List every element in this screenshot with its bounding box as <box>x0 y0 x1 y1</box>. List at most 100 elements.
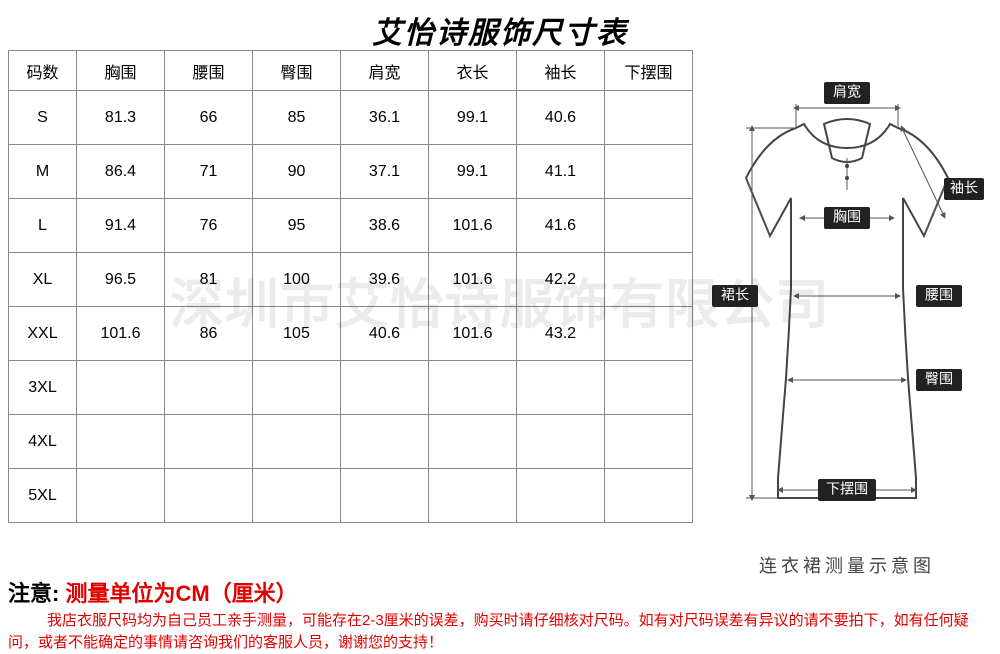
label-sleeve: 袖长 <box>950 180 978 196</box>
table-cell <box>77 415 165 469</box>
table-cell: 37.1 <box>341 145 429 199</box>
notice-heading: 注意: 测量单位为CM（厘米） <box>8 576 992 608</box>
table-cell <box>253 469 341 523</box>
table-cell <box>605 199 693 253</box>
table-cell <box>429 361 517 415</box>
table-cell: 81.3 <box>77 91 165 145</box>
table-cell: 99.1 <box>429 145 517 199</box>
table-cell: XL <box>9 253 77 307</box>
table-cell: 76 <box>165 199 253 253</box>
notice-label: 注意 <box>8 581 52 606</box>
table-cell <box>517 415 605 469</box>
table-cell: 81 <box>165 253 253 307</box>
table-cell: 101.6 <box>429 199 517 253</box>
table-cell <box>77 361 165 415</box>
size-table: 码数 胸围 腰围 臀围 肩宽 衣长 袖长 下摆围 S81.3668536.199… <box>8 50 693 523</box>
table-cell: 90 <box>253 145 341 199</box>
table-cell <box>605 91 693 145</box>
table-cell <box>341 361 429 415</box>
table-cell: 101.6 <box>429 307 517 361</box>
table-cell <box>517 361 605 415</box>
table-cell <box>429 469 517 523</box>
notice-body: 我店衣服尺码均为自己员工亲手测量，可能存在2-3厘米的误差，购买时请仔细核对尺码… <box>8 610 992 654</box>
label-hip: 臀围 <box>925 371 953 387</box>
table-row: 3XL <box>9 361 693 415</box>
table-cell: 43.2 <box>517 307 605 361</box>
table-cell: 101.6 <box>77 307 165 361</box>
table-cell <box>77 469 165 523</box>
notice-unit: 测量单位为CM（厘米） <box>65 581 297 606</box>
size-table-container: 码数 胸围 腰围 臀围 肩宽 衣长 袖长 下摆围 S81.3668536.199… <box>8 50 692 523</box>
table-row: 4XL <box>9 415 693 469</box>
table-row: L91.4769538.6101.641.6 <box>9 199 693 253</box>
table-row: XL96.58110039.6101.642.2 <box>9 253 693 307</box>
table-cell <box>605 307 693 361</box>
table-cell: 5XL <box>9 469 77 523</box>
table-cell: 66 <box>165 91 253 145</box>
table-cell <box>605 145 693 199</box>
notice-colon: : <box>52 581 65 606</box>
col-header: 衣长 <box>429 51 517 91</box>
measurement-diagram: 肩宽 袖长 胸围 腰围 臀围 下摆围 裙长 连衣裙测量示意图 <box>706 58 988 578</box>
table-cell: 85 <box>253 91 341 145</box>
col-header: 码数 <box>9 51 77 91</box>
table-cell: M <box>9 145 77 199</box>
table-cell <box>165 469 253 523</box>
table-row: 5XL <box>9 469 693 523</box>
table-cell: 86 <box>165 307 253 361</box>
table-cell: 86.4 <box>77 145 165 199</box>
table-cell: 40.6 <box>341 307 429 361</box>
col-header: 臀围 <box>253 51 341 91</box>
table-cell <box>341 415 429 469</box>
table-cell: 38.6 <box>341 199 429 253</box>
col-header: 下摆围 <box>605 51 693 91</box>
label-shoulder: 肩宽 <box>833 84 861 100</box>
col-header: 腰围 <box>165 51 253 91</box>
table-cell: 41.1 <box>517 145 605 199</box>
table-cell: 96.5 <box>77 253 165 307</box>
table-header-row: 码数 胸围 腰围 臀围 肩宽 衣长 袖长 下摆围 <box>9 51 693 91</box>
page-title: 艾怡诗服饰尺寸表 <box>0 8 1000 52</box>
table-cell: 3XL <box>9 361 77 415</box>
table-row: XXL101.68610540.6101.643.2 <box>9 307 693 361</box>
table-cell: 41.6 <box>517 199 605 253</box>
label-bust: 胸围 <box>833 209 861 225</box>
table-cell: L <box>9 199 77 253</box>
label-waist: 腰围 <box>925 287 953 303</box>
table-cell: 40.6 <box>517 91 605 145</box>
table-cell: XXL <box>9 307 77 361</box>
table-cell <box>253 361 341 415</box>
label-hem: 下摆围 <box>826 481 868 497</box>
table-cell <box>605 469 693 523</box>
diagram-caption: 连衣裙测量示意图 <box>706 552 988 578</box>
table-cell <box>165 415 253 469</box>
table-row: S81.3668536.199.140.6 <box>9 91 693 145</box>
table-cell: 36.1 <box>341 91 429 145</box>
table-cell: 39.6 <box>341 253 429 307</box>
table-cell <box>341 469 429 523</box>
table-cell: 42.2 <box>517 253 605 307</box>
table-cell <box>165 361 253 415</box>
table-row: M86.4719037.199.141.1 <box>9 145 693 199</box>
table-cell: 100 <box>253 253 341 307</box>
table-cell <box>605 361 693 415</box>
table-cell: 101.6 <box>429 253 517 307</box>
col-header: 袖长 <box>517 51 605 91</box>
table-cell <box>605 253 693 307</box>
table-cell: 71 <box>165 145 253 199</box>
table-cell <box>253 415 341 469</box>
col-header: 胸围 <box>77 51 165 91</box>
table-cell: 4XL <box>9 415 77 469</box>
table-cell: 91.4 <box>77 199 165 253</box>
notice-block: 注意: 测量单位为CM（厘米） 我店衣服尺码均为自己员工亲手测量，可能存在2-3… <box>8 576 992 654</box>
table-cell <box>429 415 517 469</box>
table-cell <box>517 469 605 523</box>
garment-diagram-svg: 肩宽 袖长 胸围 腰围 臀围 下摆围 裙长 <box>706 58 988 542</box>
table-cell: 95 <box>253 199 341 253</box>
label-length: 裙长 <box>721 287 749 303</box>
table-cell: 105 <box>253 307 341 361</box>
table-cell: 99.1 <box>429 91 517 145</box>
table-cell <box>605 415 693 469</box>
col-header: 肩宽 <box>341 51 429 91</box>
table-cell: S <box>9 91 77 145</box>
